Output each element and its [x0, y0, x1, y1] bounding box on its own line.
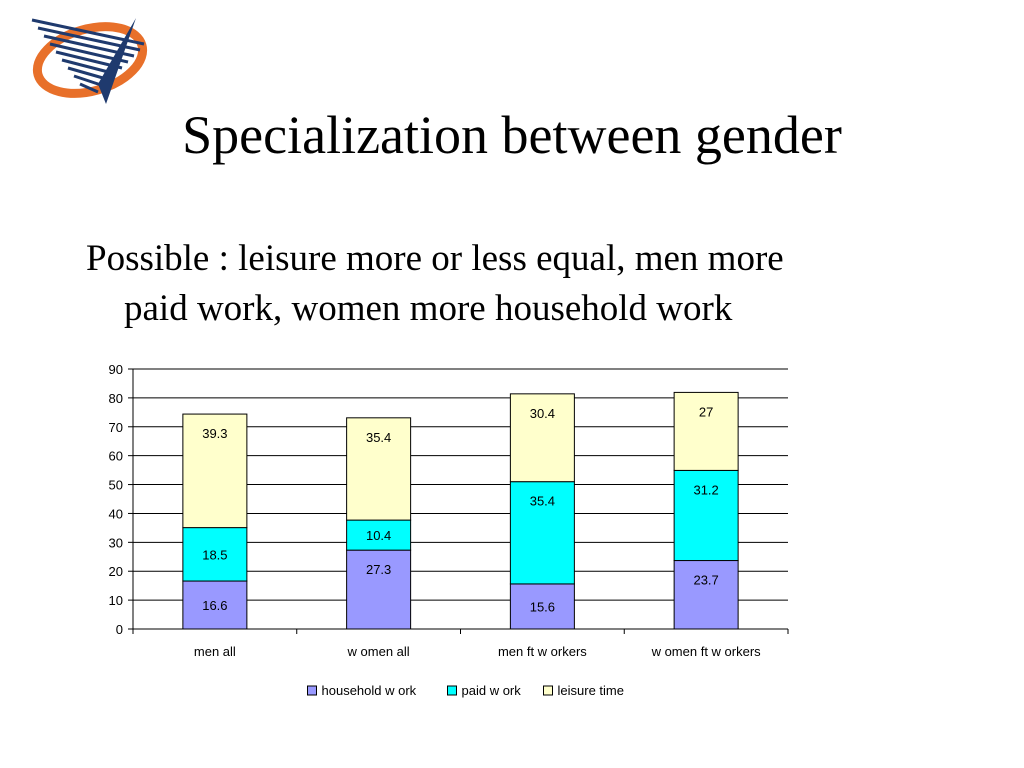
slide-title: Specialization between gender	[182, 105, 842, 165]
bar-segment	[509, 481, 575, 585]
y-tick-label: 10	[109, 593, 123, 608]
bar-segment	[673, 560, 739, 630]
data-label: 30.4	[530, 406, 555, 421]
category-label: men ft w orkers	[498, 644, 587, 659]
bar-segment	[509, 393, 575, 483]
subtitle-line-2: paid work, women more household work	[124, 288, 733, 329]
data-label: 35.4	[366, 430, 391, 445]
category-label: w omen all	[347, 644, 410, 659]
data-label: 27	[699, 404, 713, 419]
bar-segment	[182, 527, 248, 582]
subtitle-line-1: Possible : leisure more or less equal, m…	[86, 238, 784, 279]
bar-segment	[346, 519, 412, 551]
legend-swatch	[543, 685, 553, 696]
legend-label: household w ork	[322, 683, 417, 698]
category-label: w omen ft w orkers	[651, 644, 762, 659]
bar-segment	[673, 469, 739, 562]
data-label: 31.2	[693, 482, 718, 497]
data-label: 18.5	[202, 547, 227, 562]
bar-segment	[673, 391, 739, 471]
legend-label: paid w ork	[462, 683, 522, 698]
legend-label: leisure time	[558, 683, 624, 698]
y-tick-label: 90	[109, 362, 123, 377]
slide-subtitle: Possible : leisure more or less equal, m…	[86, 234, 986, 334]
y-tick-label: 30	[109, 535, 123, 550]
bar-segment	[346, 417, 412, 521]
legend-swatch	[447, 685, 457, 696]
y-tick-label: 40	[109, 506, 123, 521]
y-tick-label: 20	[109, 564, 123, 579]
bar-segment	[346, 549, 412, 630]
y-tick-label: 0	[116, 622, 123, 637]
y-tick-label: 80	[109, 391, 123, 406]
data-label: 15.6	[530, 599, 555, 614]
company-logo	[31, 18, 148, 104]
bar-segment	[182, 580, 248, 630]
y-tick-label: 60	[109, 449, 123, 464]
data-label: 23.7	[693, 573, 718, 588]
bar-segment	[182, 413, 248, 529]
logo-wedge	[98, 18, 136, 104]
stacked-bar-chart: 0 10 20 30 40 50 60 70 80 90 16.6 18.5 39.3 men all 27…	[109, 362, 789, 698]
data-label: 10.4	[366, 528, 391, 543]
y-tick-label: 50	[109, 478, 123, 493]
category-label: men all	[194, 644, 236, 659]
legend-swatch	[307, 685, 317, 696]
data-label: 39.3	[202, 426, 227, 441]
data-label: 27.3	[366, 562, 391, 577]
data-label: 35.4	[530, 494, 555, 509]
y-tick-label: 70	[109, 420, 123, 435]
data-label: 16.6	[202, 598, 227, 613]
